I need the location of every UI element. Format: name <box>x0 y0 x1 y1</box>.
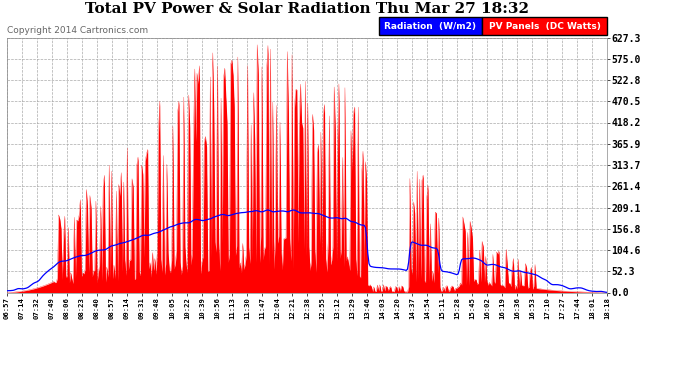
Text: Copyright 2014 Cartronics.com: Copyright 2014 Cartronics.com <box>7 26 148 35</box>
Title: Total PV Power & Solar Radiation Thu Mar 27 18:32: Total PV Power & Solar Radiation Thu Mar… <box>85 2 529 16</box>
